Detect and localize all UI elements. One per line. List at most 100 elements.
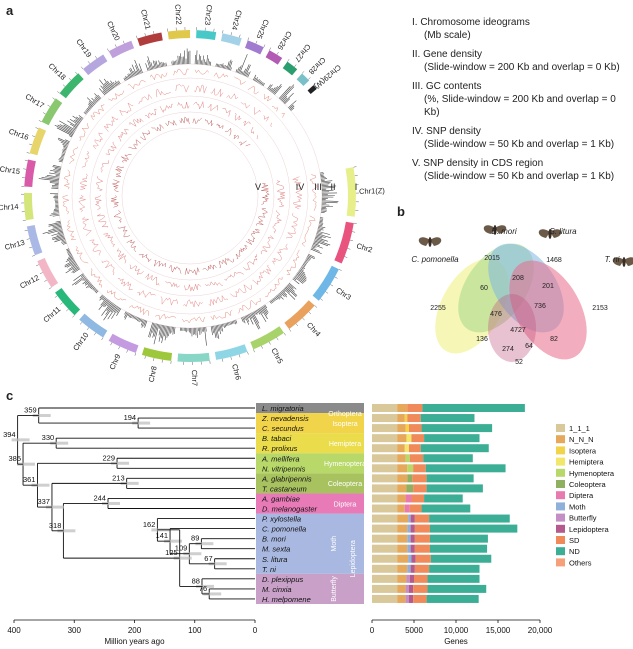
gene-density-bar [62,242,67,245]
gene-density-bar [106,302,113,312]
gene-density-bar [318,223,323,225]
bar-segment [408,424,422,433]
track-line [138,253,152,263]
legend-title: III. GC contents [412,81,482,92]
gene-density-bar [254,310,258,315]
legend-subtitle: (Slide-window = 50 Kb and overlap = 1 Kb… [424,171,615,182]
gene-density-bar [165,62,167,67]
gene-density-bar [154,61,157,69]
gene-density-bar [184,50,186,65]
track-line [208,294,229,306]
gene-density-bar [48,222,61,226]
gene-density-bar [144,320,148,328]
bar-segment [426,594,479,603]
chromosome-label: Chr16 [8,127,30,142]
node-age-label: 361 [23,475,36,484]
gene-density-bar [102,299,109,307]
gene-density-bar [299,269,306,274]
gene-density-bar [258,308,267,323]
chromosome-tick [29,246,33,249]
species-label: B. tabaci [262,434,292,443]
gene-density-bar [252,74,257,81]
bar-segment [404,414,408,423]
track-line [107,290,127,301]
track-line [271,106,279,112]
gene-density-bar [48,227,62,231]
track-ring [89,95,291,297]
gene-density-bar [111,306,120,319]
chromosome-ideogram [55,288,81,316]
chromosome-tick [153,357,155,362]
track-line [184,267,200,276]
order-label: Diptera [334,501,357,508]
moth-icon [483,225,507,235]
node-age-label: 244 [93,493,106,502]
chromosome-tick [79,321,83,325]
node-ci-bar [111,461,130,465]
chromosome-tick [268,341,271,345]
track-line [202,264,217,271]
chromosome-tick [44,279,47,282]
gene-density-bar [302,265,306,268]
bar-segment [426,484,483,493]
species-label: D. melanogaster [262,505,318,514]
chromosome-ideogram [296,73,310,87]
gene-density-bar [66,256,73,260]
bar-segment [427,574,480,583]
venn-species-label: S. litura [549,227,577,236]
tree-axis-tick-label: 300 [68,626,82,635]
gene-density-bar [225,65,227,70]
gene-density-bar [262,306,268,315]
chromosome-tick [301,71,305,74]
chromosome-label: Chr12 [18,273,40,291]
legend-item: II. Gene density (Slide-window = 200 Kb a… [412,48,627,74]
chromosome-tick [302,317,305,321]
track-line [207,103,218,112]
track-line [92,132,103,150]
gene-density-bar [94,288,97,292]
venn-count: 201 [542,283,554,290]
chromosome-tick [114,44,117,48]
legend-subtitle: (Slide-window = 50 Kb and overlap = 1 Kb… [424,139,615,150]
gene-density-bar [46,175,60,178]
gene-density-bar [66,248,70,251]
gene-density-bar [313,241,319,245]
node-ci-bar [101,501,120,505]
chromosome-label: Chr25 [255,18,271,40]
gene-density-bar [97,94,102,99]
track-line [183,299,203,308]
venn-count: 4727 [510,327,526,334]
gene-density-bar [282,97,288,103]
gene-density-bar [149,322,155,338]
track-line [253,107,261,116]
gene-density-bar [86,109,89,112]
track-line [117,226,131,238]
gene-density-bar [134,316,137,320]
gene-density-bar [145,63,149,71]
gene-density-bar [161,325,166,344]
gene-density-bar [135,316,138,321]
gene-density-bar [196,327,198,338]
gene-density-bar [278,86,291,99]
gene-density-bar [66,249,70,252]
gene-density-bar [227,59,232,70]
gene-density-bar [53,209,59,212]
chromosome-tick [344,256,348,258]
venn-ellipse [509,260,587,360]
gene-density-bar [50,170,61,173]
bar-segment [414,574,428,583]
node-ci-bar [208,562,227,566]
bar-segment [372,464,398,473]
bar-segment [405,424,409,433]
bar-segment [414,524,430,533]
legend-swatch [556,491,565,500]
gene-density-bar [89,285,94,289]
track-line [165,280,180,288]
gene-density-bar [65,139,70,143]
chromosome-tick [153,30,155,34]
chromosome-tick [38,120,42,122]
gene-density-bar [52,235,65,240]
track-line [129,117,144,127]
gene-density-bar [169,326,172,334]
track-line [121,154,132,163]
